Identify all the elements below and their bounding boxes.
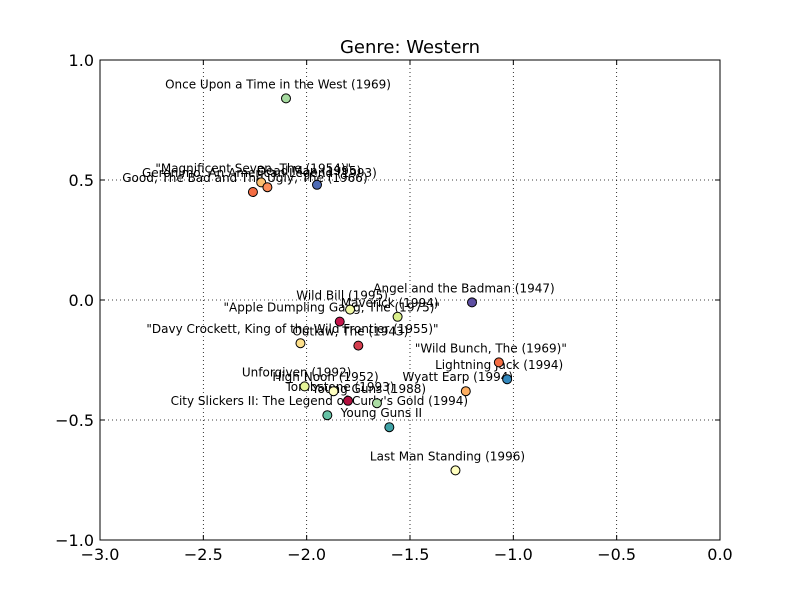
data-point xyxy=(353,340,364,351)
chart-title: Genre: Western xyxy=(340,37,480,58)
point-label: High Noon (1952) xyxy=(272,370,378,384)
point-label: Once Upon a Time in the West (1969) xyxy=(165,77,391,91)
point-label: City Slickers II: The Legend of Curly's … xyxy=(171,394,469,408)
x-tick-label: −2.5 xyxy=(184,545,223,564)
y-tick-label: −0.5 xyxy=(55,411,94,430)
point-label: "Davy Crockett, King of the Wild Frontie… xyxy=(146,322,438,336)
data-point xyxy=(328,386,339,397)
data-point xyxy=(299,381,310,392)
point-label: Dead Man (1995) xyxy=(257,164,361,178)
point-label: "Apple Dumpling Gang, The (1975)" xyxy=(224,301,440,315)
point-label: "Magnificent Seven, The (1954)" xyxy=(155,161,351,175)
data-point xyxy=(247,187,258,197)
point-label: Young Guns (1988) xyxy=(311,382,426,396)
x-tick-label: 0.0 xyxy=(707,545,732,564)
data-point xyxy=(345,304,356,315)
y-tick-label: −1.0 xyxy=(55,531,94,550)
x-tick-label: −2.0 xyxy=(287,545,326,564)
data-point xyxy=(384,422,395,433)
y-tick-label: 1.0 xyxy=(69,51,94,70)
point-labels: Once Upon a Time in the West (1969) "Magn… xyxy=(122,77,567,463)
data-point xyxy=(450,465,461,476)
x-tick-label: −1.5 xyxy=(391,545,430,564)
data-point xyxy=(281,93,291,104)
point-label: Young Guns II xyxy=(340,406,422,420)
y-tick-label: 0.0 xyxy=(69,291,94,310)
point-label: Angel and the Badman (1947) xyxy=(373,281,554,295)
point-label: Geronimo: An American Legend (1993) xyxy=(142,166,377,180)
data-point xyxy=(371,398,382,409)
data-point xyxy=(502,374,513,385)
data-point xyxy=(334,316,345,327)
data-point xyxy=(262,182,273,193)
tick-labels: −3.0 −2.5 −2.0 −1.5 −1.0 −0.5 0.0 −1.0 −0.5 0.0 0.… xyxy=(55,51,733,564)
point-label: Last Man Standing (1996) xyxy=(370,449,525,463)
data-point xyxy=(460,386,471,397)
point-label: Outlaw, The (1943) xyxy=(292,325,408,339)
data-point xyxy=(467,297,477,308)
point-label: Tombstone (1993) xyxy=(285,380,395,394)
data-point xyxy=(392,311,403,322)
grid-lines xyxy=(100,60,720,540)
x-tick-label: −3.0 xyxy=(81,545,120,564)
point-label: Maverick (1994) xyxy=(341,296,439,310)
x-tick-label: −0.5 xyxy=(597,545,636,564)
point-label: Good, The Bad and The Ugly, The (1966) xyxy=(122,171,367,185)
data-points xyxy=(247,93,513,476)
data-point xyxy=(312,179,322,190)
data-point xyxy=(295,338,306,349)
axis-ticks xyxy=(99,59,721,541)
point-label: Unforgiven (1992) xyxy=(242,365,351,379)
point-label: Wild Bill (1995) xyxy=(296,289,388,303)
data-point xyxy=(322,410,333,421)
x-tick-label: −1.0 xyxy=(494,545,533,564)
data-point xyxy=(343,395,353,406)
point-label: Wyatt Earp (1994) xyxy=(403,370,514,384)
data-point xyxy=(493,357,504,368)
point-label: "Wild Bunch, The (1969)" xyxy=(415,341,567,355)
y-tick-label: 0.5 xyxy=(69,171,94,190)
